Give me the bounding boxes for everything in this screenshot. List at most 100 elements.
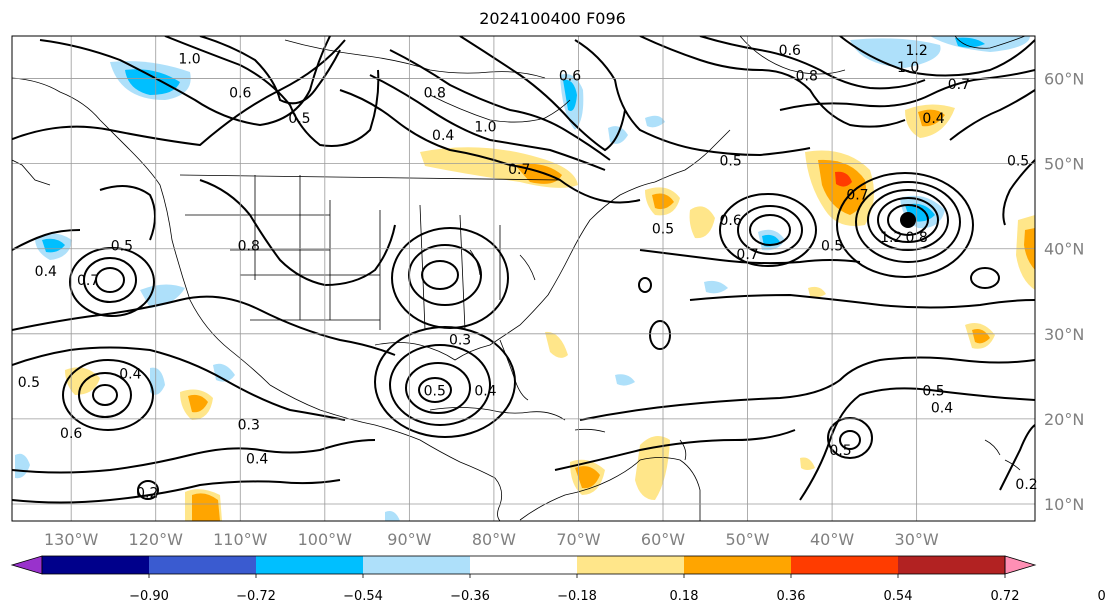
contour-label: 0.4 — [246, 451, 268, 467]
contour-label: 1.0 — [474, 120, 496, 136]
contour-line — [12, 479, 341, 504]
fill-positive-core — [192, 493, 220, 521]
colorbar-segment — [42, 556, 149, 574]
colorbar-tick-label: 0.36 — [777, 589, 806, 604]
contour-ring — [719, 193, 817, 267]
contour-line — [389, 49, 611, 161]
contour-label: 0.4 — [119, 366, 141, 382]
contour-label: 0.4 — [432, 128, 454, 144]
contour-label: 0.6 — [60, 426, 82, 442]
fill-positive-area — [808, 286, 826, 298]
latitude-label: 60°N — [1044, 70, 1084, 89]
latitude-label: 20°N — [1044, 410, 1084, 429]
fill-positive-area — [635, 436, 670, 500]
contour-label: 0.6 — [720, 213, 742, 229]
contour-line — [12, 346, 346, 421]
contour-label: 0.7 — [948, 77, 970, 93]
contour-ring — [391, 227, 509, 329]
contour-line — [12, 39, 346, 147]
contour-line — [639, 36, 906, 128]
fill-negative-area — [385, 511, 400, 521]
fill-positive-core — [918, 109, 945, 127]
fill-negative-peak — [900, 212, 916, 228]
contour-ring — [887, 204, 929, 236]
contour-ring — [827, 417, 873, 459]
colorbar-tick-label: −0.36 — [450, 589, 490, 604]
contour-label: 1.0 — [897, 60, 919, 76]
contour-labels: 1.00.60.50.40.81.00.70.60.50.60.81.21.00… — [18, 43, 1038, 501]
latitude-label: 10°N — [1044, 495, 1084, 514]
colorbar-tick-label: 0.18 — [670, 589, 699, 604]
contour-ring — [877, 197, 939, 243]
longitude-label: 130°W — [44, 530, 99, 549]
colorbar-tick-label: −0.72 — [236, 589, 276, 604]
longitude-label: 100°W — [298, 530, 353, 549]
contour-label: 0.5 — [922, 383, 944, 399]
contour-ring — [649, 320, 671, 350]
contour-line — [779, 69, 1035, 111]
latitude-labels: 10°N 20°N 30°N 40°N 50°N 60°N — [1044, 70, 1084, 514]
colorbar — [10, 555, 1037, 575]
colorbar-segment — [577, 556, 684, 574]
colorbar-tick-label: −0.54 — [343, 589, 383, 604]
contour-label: 0.5 — [111, 239, 133, 255]
fill-positive-area — [689, 206, 715, 239]
contour-ring — [83, 257, 137, 303]
contour-ring — [405, 362, 471, 414]
contour-label: 0.8 — [238, 239, 260, 255]
contour-ring — [418, 377, 452, 403]
fill-negative-area — [15, 453, 30, 479]
fill-positive-core — [972, 329, 990, 344]
contour-ring — [137, 480, 159, 500]
contour-line — [199, 36, 341, 105]
contour-line — [99, 185, 156, 241]
contour-ring — [69, 247, 155, 317]
fill-negative-area — [150, 367, 165, 395]
contour-label: 1.2 — [880, 230, 902, 246]
fill-positive-core — [575, 466, 600, 489]
latitude-label: 30°N — [1044, 325, 1084, 344]
contour-ring — [867, 189, 949, 251]
contour-line — [579, 356, 1035, 421]
contour-ring — [62, 359, 154, 431]
contour-label: 0.5 — [1007, 154, 1029, 170]
contour-label: 0.4 — [922, 111, 944, 127]
contour-label: 0.7 — [736, 247, 758, 263]
longitude-label: 110°W — [213, 530, 268, 549]
contour-line — [999, 424, 1035, 491]
colorbar-segment — [791, 556, 898, 574]
colorbar-segment — [256, 556, 363, 574]
contour-line — [799, 387, 1035, 501]
contour-ring — [92, 384, 118, 406]
contour-line — [1002, 159, 1035, 226]
colorbar-segment — [149, 556, 256, 574]
contour-label: 0.5 — [424, 383, 446, 399]
colorbar-extend-high — [1004, 555, 1037, 575]
contour-label: 0.5 — [720, 154, 742, 170]
longitude-label: 120°W — [129, 530, 184, 549]
anomaly-fills — [15, 36, 1035, 521]
colorbar-extend-low — [10, 555, 43, 575]
contour-ring — [389, 344, 491, 426]
contour-label: 0.6 — [559, 69, 581, 85]
longitude-label: 70°W — [556, 530, 600, 549]
colorbar-tick-label: −0.90 — [129, 589, 169, 604]
contour-line — [12, 295, 396, 356]
contour-label: 0.5 — [288, 111, 310, 127]
longitude-label: 50°W — [725, 530, 769, 549]
colorbar-segment — [363, 556, 470, 574]
fill-negative-area — [704, 280, 728, 294]
fill-positive-core — [818, 159, 866, 215]
contour-label: 0.4 — [474, 383, 496, 399]
colorbar-tick-label: 0.90 — [1098, 589, 1105, 604]
contour-ring — [638, 277, 652, 293]
contour-label: 0.8 — [796, 69, 818, 85]
contour-ring — [95, 267, 125, 293]
contour-label: 0.8 — [424, 86, 446, 102]
longitude-label: 90°W — [387, 530, 431, 549]
contour-ring — [749, 214, 791, 246]
contour-label: 0.4 — [931, 400, 953, 416]
fill-positive-area — [65, 367, 100, 395]
contour-label: 0.7 — [846, 188, 868, 204]
contour-label: 0.5 — [829, 443, 851, 459]
